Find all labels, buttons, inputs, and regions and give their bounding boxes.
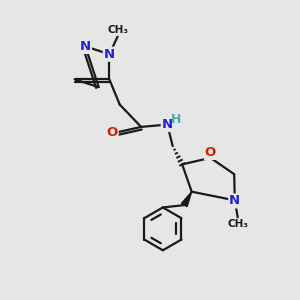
Text: CH₃: CH₃ <box>107 25 128 35</box>
Text: O: O <box>205 146 216 159</box>
Text: O: O <box>106 126 118 139</box>
Text: N: N <box>229 194 240 207</box>
Text: N: N <box>80 40 91 53</box>
Text: N: N <box>162 118 173 131</box>
Text: CH₃: CH₃ <box>227 219 248 229</box>
Text: N: N <box>104 48 115 61</box>
Polygon shape <box>182 192 192 207</box>
Text: H: H <box>171 113 181 126</box>
